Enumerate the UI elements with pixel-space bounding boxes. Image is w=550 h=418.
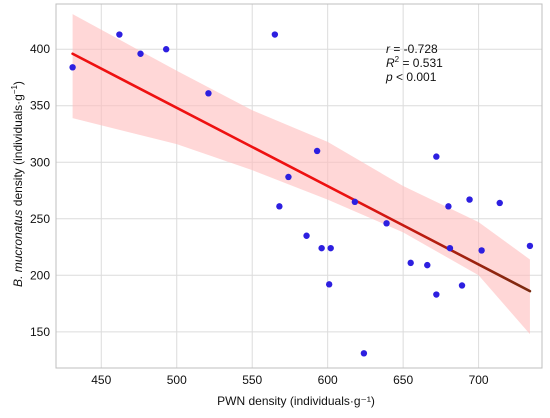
x-tick-label: 650 bbox=[393, 373, 413, 387]
data-point bbox=[351, 198, 359, 206]
stats-annotation: r = -0.728 R2 = 0.531 p < 0.001 bbox=[385, 42, 443, 84]
data-point bbox=[327, 244, 334, 252]
regression-line bbox=[71, 52, 532, 293]
data-points bbox=[69, 31, 534, 357]
data-point bbox=[466, 196, 473, 203]
data-point bbox=[276, 203, 283, 210]
data-point bbox=[285, 173, 292, 181]
data-point bbox=[162, 46, 170, 53]
data-point bbox=[205, 90, 212, 97]
plot-frame bbox=[55, 3, 543, 369]
x-tick-label: 600 bbox=[318, 373, 338, 387]
data-point bbox=[313, 147, 321, 155]
data-point bbox=[360, 350, 368, 357]
data-point bbox=[478, 247, 485, 254]
y-tick-label: 200 bbox=[30, 268, 50, 282]
confidence-band bbox=[72, 14, 530, 335]
data-point bbox=[458, 282, 466, 289]
y-tick-label: 300 bbox=[30, 155, 50, 169]
y-tick-label: 150 bbox=[30, 325, 50, 339]
data-point bbox=[303, 232, 310, 239]
data-point bbox=[496, 199, 503, 207]
data-point bbox=[433, 153, 440, 160]
x-axis-label: PWN density (individuals·g⁻¹) bbox=[217, 394, 375, 408]
data-point bbox=[383, 220, 390, 227]
x-tick-label: 550 bbox=[242, 373, 262, 387]
y-axis-label: B. mucronatus density (individuals·g−1) bbox=[10, 81, 25, 287]
data-point bbox=[445, 203, 452, 210]
annotation-r2: R2 = 0.531 bbox=[386, 55, 443, 70]
data-point bbox=[318, 244, 325, 252]
annotation-p: p < 0.001 bbox=[385, 70, 437, 84]
annotation-r: r = -0.728 bbox=[386, 42, 438, 56]
data-point bbox=[116, 31, 123, 38]
data-point bbox=[137, 50, 144, 57]
x-tick-labels: 450 500 550 600 650 700 bbox=[91, 373, 489, 387]
y-tick-labels: 150 200 250 300 350 400 bbox=[30, 42, 50, 339]
data-point bbox=[325, 281, 333, 288]
data-point bbox=[433, 291, 440, 298]
data-point bbox=[407, 259, 414, 267]
data-point bbox=[271, 31, 279, 38]
x-tick-label: 700 bbox=[469, 373, 489, 387]
data-point bbox=[69, 64, 76, 71]
data-point bbox=[424, 261, 431, 269]
confidence-band-area bbox=[72, 14, 530, 335]
data-point bbox=[526, 242, 534, 250]
x-tick-label: 500 bbox=[167, 373, 187, 387]
y-tick-label: 250 bbox=[30, 212, 50, 226]
y-tick-label: 400 bbox=[30, 42, 50, 56]
regression-line-path bbox=[71, 52, 532, 293]
data-point bbox=[446, 244, 454, 252]
x-tick-label: 450 bbox=[91, 373, 111, 387]
y-tick-label: 350 bbox=[30, 99, 50, 113]
